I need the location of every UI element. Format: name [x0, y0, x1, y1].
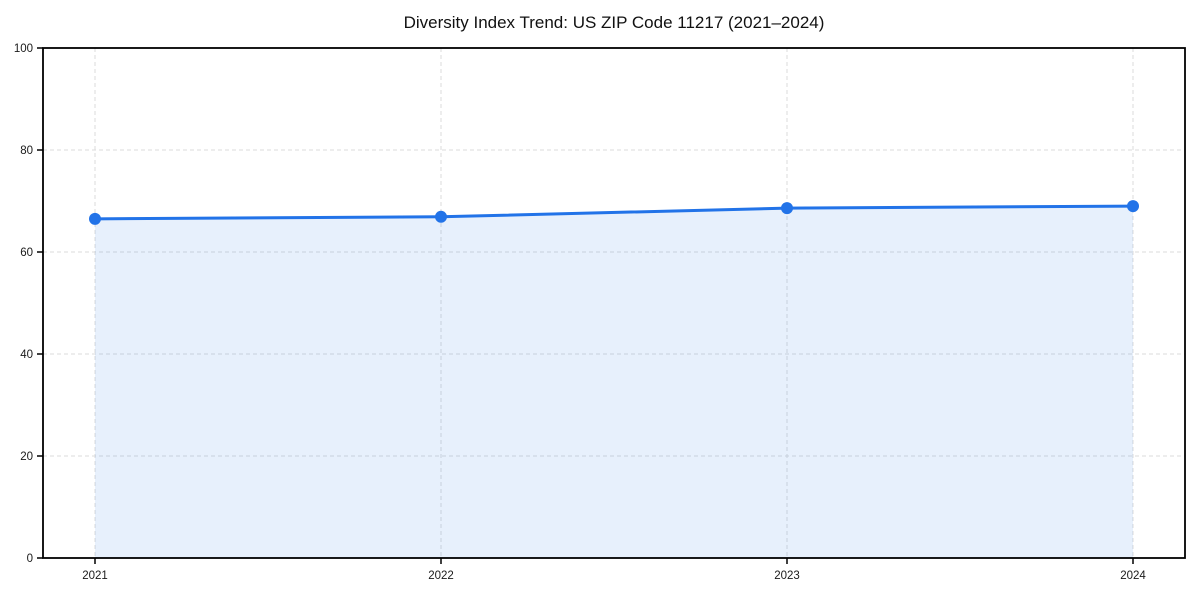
- x-tick-label-2022: 2022: [428, 570, 454, 582]
- y-tick-label-80: 80: [20, 145, 33, 157]
- x-tick-label-2024: 2024: [1120, 570, 1146, 582]
- plot-frame: [42, 47, 1186, 559]
- series-layer: [89, 200, 1139, 558]
- x-tick-label-2021: 2021: [82, 570, 108, 582]
- y-tick-label-100: 100: [14, 43, 33, 55]
- trend-line: [93, 204, 1135, 221]
- area-fill: [95, 206, 1133, 558]
- axes-layer: 0 20 40 60 80 100 2021 2022 2023 2024: [14, 43, 1186, 582]
- y-tick-label-0: 0: [27, 553, 33, 565]
- gridlines-layer: [43, 48, 1185, 558]
- y-tick-label-60: 60: [20, 247, 33, 259]
- data-point-2023: [781, 202, 793, 215]
- x-tick-label-2023: 2023: [774, 570, 800, 582]
- data-point-2022: [435, 210, 447, 223]
- data-point-2024: [1127, 200, 1139, 213]
- data-point-2021: [89, 212, 101, 225]
- y-tick-label-20: 20: [20, 451, 33, 463]
- chart-title: Diversity Index Trend: US ZIP Code 11217…: [404, 13, 825, 32]
- y-tick-label-40: 40: [20, 349, 33, 361]
